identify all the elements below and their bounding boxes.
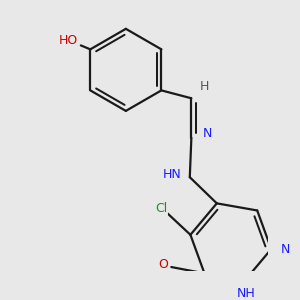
Text: N: N: [202, 127, 212, 140]
Text: NH: NH: [237, 287, 256, 300]
Text: H: H: [200, 80, 209, 93]
Text: HO: HO: [58, 34, 78, 47]
Text: HN: HN: [163, 168, 182, 181]
Text: O: O: [158, 258, 168, 271]
Text: N: N: [281, 242, 290, 256]
Text: Cl: Cl: [155, 202, 167, 215]
